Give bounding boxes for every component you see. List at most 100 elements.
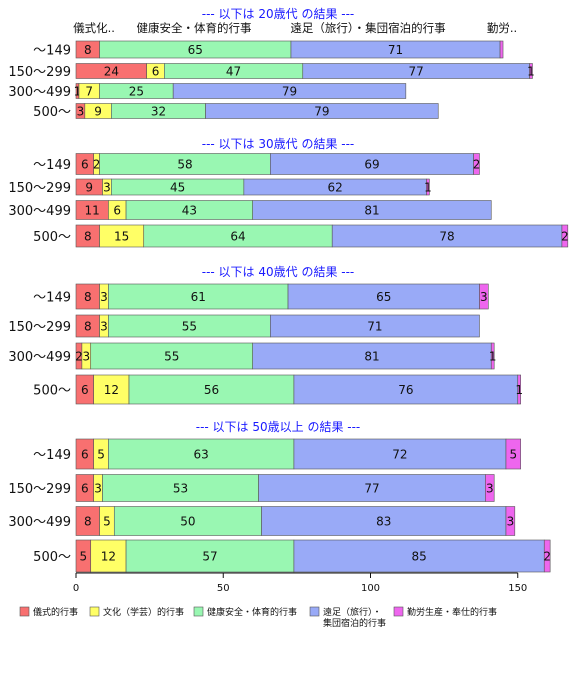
category-label: 500～ [33,384,71,399]
data-label: 83 [376,515,391,529]
bar-segment [102,474,259,502]
category-label: 150～299 [8,482,71,497]
category-label: 300～499 [8,515,71,530]
legend-label: 勤労生産・奉仕的行事 [407,606,497,618]
data-label: 1 [489,350,497,364]
data-label: 3 [100,320,108,334]
x-tick-label: 50 [217,583,230,594]
data-label: 63 [194,448,209,462]
data-label: 55 [182,320,197,334]
data-label: 12 [101,550,116,564]
bar-segment [93,374,130,405]
data-label: 5 [80,550,88,564]
bar-segment [258,474,486,502]
data-label: 50 [180,515,195,529]
data-label: 3 [507,515,515,529]
data-label: 5 [510,448,518,462]
panel-title-1: --- 以下は 30歳代 の結果 --- [202,137,355,151]
data-label: 15 [114,230,129,244]
data-label: 9 [94,105,102,119]
data-label: 45 [170,181,185,195]
data-label: 81 [364,204,379,218]
bar-segment [252,200,492,220]
data-label: 3 [486,482,494,496]
data-label: 1 [74,85,82,99]
bar-segment [499,40,504,59]
data-label: 65 [376,290,391,304]
x-tick-label: 100 [361,583,380,594]
data-label: 57 [202,550,217,564]
panel-title-2: --- 以下は 40歳代 の結果 --- [202,265,355,279]
data-label: 11 [85,204,100,218]
category-label: 500～ [33,550,71,565]
data-label: 2 [75,350,83,364]
bar-segment [172,83,407,99]
data-label: 69 [364,158,379,172]
data-label: 6 [81,158,89,172]
bar-segment [517,374,521,405]
data-label: 76 [398,383,413,397]
data-label: 62 [328,181,343,195]
data-label: 3 [480,290,488,304]
bar-segment [205,103,439,119]
bar-segment [529,63,533,79]
bar-segment [293,438,507,470]
category-label: 300～499 [8,85,71,100]
legend-swatch [89,606,100,617]
category-label: ～149 [33,44,71,59]
data-label: 2 [473,158,481,172]
legend-swatch [393,606,404,617]
data-label: 6 [81,383,89,397]
data-label: 77 [409,65,424,79]
legend-label: 健康安全・体育的行事 [207,606,297,618]
data-label: 1 [424,181,432,195]
data-label: 3 [82,350,90,364]
bar-segment [485,474,495,502]
bar-segment [426,178,430,196]
bar-segment [108,438,295,470]
data-label: 3 [94,482,102,496]
data-label: 79 [314,105,329,119]
column-header-3: 勤労.. [487,21,517,35]
data-label: 71 [388,43,403,57]
data-label: 5 [97,448,105,462]
data-label: 6 [113,204,121,218]
data-label: 55 [164,350,179,364]
data-label: 25 [129,85,144,99]
bar-segment [293,374,519,405]
data-label: 47 [226,65,241,79]
bar-segment [270,314,480,338]
category-label: 300～499 [8,204,71,219]
bar-segment [90,342,254,370]
data-label: 7 [85,85,93,99]
data-label: 71 [367,320,382,334]
panel-title-0: --- 以下は 20歳代 の結果 --- [202,7,355,21]
category-label: 150～299 [8,65,71,80]
data-label: 77 [364,482,379,496]
data-label: 9 [85,181,93,195]
data-label: 43 [182,204,197,218]
column-header-2: 遠足（旅行）・集団宿泊的行事 [290,21,445,35]
data-label: 2 [543,550,551,564]
legend-swatch [19,606,30,617]
data-label: 8 [84,320,92,334]
legend-swatch [193,606,204,617]
data-label: 3 [100,290,108,304]
data-label: 5 [103,515,111,529]
data-label: 1 [515,383,523,397]
legend-label: 儀式的行事 [33,606,78,618]
data-label: 3 [77,105,85,119]
bar-segment [543,539,551,573]
data-label: 8 [84,290,92,304]
data-label: 85 [411,550,426,564]
column-header-1: 健康安全・体育的行事 [137,21,252,35]
category-label: 150～299 [8,181,71,196]
data-label: 24 [104,65,119,79]
data-label: 53 [173,482,188,496]
category-label: ～149 [33,448,71,463]
bar-segment [505,438,521,470]
data-label: 81 [364,350,379,364]
bar-segment [261,506,507,536]
data-label: 79 [282,85,297,99]
